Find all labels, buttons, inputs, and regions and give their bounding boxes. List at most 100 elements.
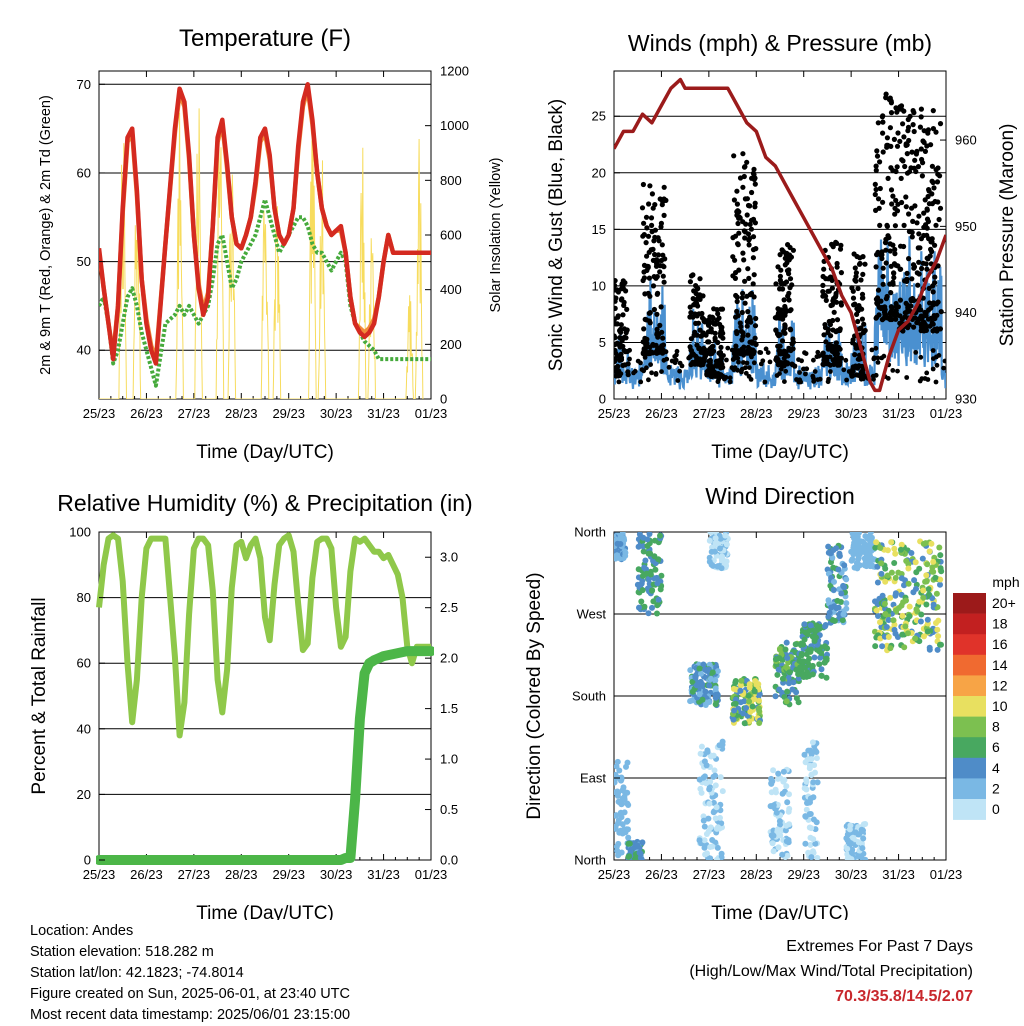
gust-point [841, 367, 847, 373]
wind-direction-point [698, 670, 704, 677]
temperature-panel: Temperature (F) Time (Day/UTC) 25/23 26/23 2… [38, 25, 504, 463]
gust-point [877, 185, 883, 192]
wind-direction-point [776, 686, 783, 693]
gust-point [763, 346, 769, 352]
wind-direction-point [921, 633, 927, 640]
gust-point [887, 315, 893, 321]
gust-point [785, 293, 791, 299]
gust-point [827, 354, 833, 360]
wind-direction-point [928, 540, 935, 547]
wind-direction-point [775, 844, 782, 851]
wind-direction-point [649, 604, 655, 611]
gust-point [659, 369, 664, 374]
temperature-y2tick-label: 800 [440, 173, 462, 188]
gust-point [744, 293, 750, 299]
wind-direction-point [901, 644, 908, 651]
gust-point [622, 349, 629, 355]
wind-direction-point [614, 825, 619, 832]
direction-xtick-label: 31/23 [882, 867, 915, 882]
gust-point [821, 332, 827, 338]
legend-label: 0 [992, 801, 1000, 817]
gust-point [739, 337, 745, 343]
wind-direction-point [623, 818, 630, 825]
gust-point [902, 310, 908, 316]
gust-point [926, 307, 932, 313]
gust-point [798, 379, 803, 385]
gust-point [731, 153, 737, 159]
gust-point [781, 355, 787, 361]
gust-point [937, 121, 944, 127]
legend-label: 20+ [992, 595, 1016, 611]
gust-point [710, 343, 716, 349]
wind-direction-point [810, 779, 817, 786]
gust-point [856, 261, 863, 267]
wind-direction-point [751, 688, 758, 695]
gust-point [614, 316, 618, 322]
wind-direction-point [786, 791, 792, 798]
wind-direction-point [937, 565, 944, 572]
gust-point [880, 119, 886, 125]
wind-direction-point [708, 532, 715, 536]
gust-point [881, 315, 887, 321]
wind-direction-point [712, 685, 719, 692]
gust-point [718, 325, 724, 331]
temperature-ytick-label: 60 [77, 165, 91, 180]
gust-point [746, 237, 752, 243]
wind-direction-point [779, 675, 786, 682]
gust-point [885, 233, 891, 239]
gust-point [852, 265, 858, 271]
gust-point [890, 242, 896, 248]
winds-title: Winds (mph) & Pressure (mb) [628, 30, 932, 56]
gust-point [787, 308, 793, 314]
wind-direction-point [618, 801, 625, 808]
gust-point [709, 371, 715, 377]
gust-point [739, 346, 745, 352]
wind-direction-point [645, 576, 652, 583]
wind-direction-point [635, 566, 642, 573]
gust-point [834, 328, 841, 334]
wind-direction-point [850, 834, 856, 841]
wind-direction-point [920, 587, 927, 594]
gust-point [874, 314, 880, 320]
gust-point [752, 181, 758, 187]
gust-point [880, 281, 886, 287]
gust-point [890, 167, 896, 174]
wind-direction-point [700, 661, 707, 668]
gust-point [933, 129, 939, 135]
wind-direction-point [768, 775, 775, 782]
gust-point [740, 184, 746, 190]
wind-direction-point [745, 693, 752, 699]
gust-point [740, 290, 746, 296]
wind-direction-point [905, 580, 912, 587]
gust-point [786, 345, 792, 351]
legend-title: mph [992, 574, 1019, 590]
wind-direction-point [809, 739, 816, 746]
wind-direction-point [887, 645, 894, 652]
gust-point [825, 276, 831, 282]
gust-point [859, 295, 866, 301]
gust-point [903, 194, 909, 200]
gust-point [890, 193, 896, 199]
wind-direction-point [801, 664, 808, 671]
wind-direction-point [639, 839, 646, 846]
gust-point [643, 317, 650, 323]
gust-point [875, 287, 882, 293]
extremes-values: 70.3/35.8/14.5/2.07 [835, 988, 973, 1005]
gust-point [918, 146, 924, 152]
gust-point [825, 288, 831, 294]
wind-direction-point [709, 837, 716, 843]
gust-point [924, 143, 930, 149]
wind-direction-point [934, 646, 941, 653]
gust-point [823, 339, 829, 345]
gust-point [709, 351, 715, 356]
gust-point [694, 332, 700, 338]
temperature-ytick-label: 50 [77, 254, 91, 269]
gust-point [812, 369, 818, 374]
wind-direction-point [770, 832, 777, 839]
gust-point [850, 337, 856, 343]
wind-direction-point [802, 759, 809, 766]
wind-direction-point [692, 674, 699, 681]
gust-point [773, 327, 779, 333]
wind-direction-point [638, 598, 645, 605]
wind-direction-point [895, 605, 902, 611]
